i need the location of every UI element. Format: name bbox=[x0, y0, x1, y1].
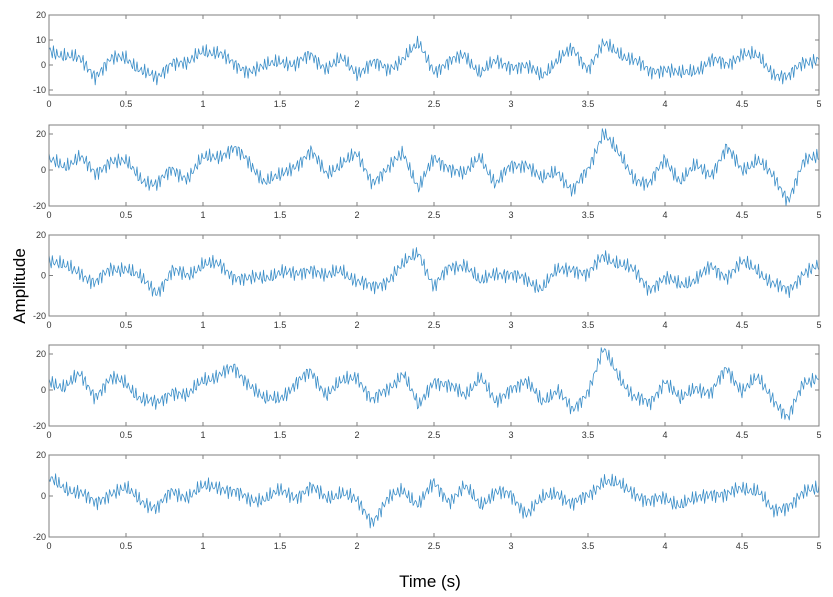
x-tick-label: 2 bbox=[354, 210, 359, 220]
x-tick-label: 0.5 bbox=[120, 430, 133, 440]
x-tick-label: 4.5 bbox=[736, 320, 749, 330]
x-tick-label: 1 bbox=[200, 430, 205, 440]
x-tick-label: 3 bbox=[508, 99, 513, 109]
y-tick-label: 20 bbox=[36, 450, 46, 460]
x-tick-label: 4 bbox=[662, 320, 667, 330]
signal-trace-5 bbox=[48, 473, 820, 529]
y-tick-label: 0 bbox=[41, 385, 46, 395]
x-tick-label: 4.5 bbox=[736, 541, 749, 551]
y-tick-label: 20 bbox=[36, 129, 46, 139]
x-tick-label: 1.5 bbox=[274, 541, 287, 551]
x-tick-label: 3.5 bbox=[582, 320, 595, 330]
x-tick-label: 4.5 bbox=[736, 430, 749, 440]
x-tick-label: 2.5 bbox=[428, 320, 441, 330]
x-tick-label: 1 bbox=[200, 99, 205, 109]
y-tick-label: 20 bbox=[36, 10, 46, 20]
y-tick-label: -20 bbox=[33, 311, 46, 321]
x-tick-label: 3.5 bbox=[582, 99, 595, 109]
x-tick-label: 1.5 bbox=[274, 320, 287, 330]
x-tick-label: 5 bbox=[816, 430, 821, 440]
x-tick-label: 4.5 bbox=[736, 210, 749, 220]
y-tick-label: -20 bbox=[33, 421, 46, 431]
x-tick-label: 5 bbox=[816, 210, 821, 220]
x-tick-label: 0.5 bbox=[120, 320, 133, 330]
x-tick-label: 5 bbox=[816, 320, 821, 330]
y-tick-label: -20 bbox=[33, 201, 46, 211]
x-tick-label: 4 bbox=[662, 210, 667, 220]
x-tick-label: 1 bbox=[200, 320, 205, 330]
y-tick-label: 0 bbox=[41, 271, 46, 281]
y-tick-label: 20 bbox=[36, 230, 46, 240]
signal-trace-1 bbox=[48, 35, 820, 86]
signal-trace-4 bbox=[48, 347, 820, 421]
x-tick-label: 1 bbox=[200, 541, 205, 551]
x-tick-label: 2 bbox=[354, 430, 359, 440]
x-tick-label: 5 bbox=[816, 99, 821, 109]
x-tick-label: 2.5 bbox=[428, 99, 441, 109]
x-tick-label: 3 bbox=[508, 541, 513, 551]
y-tick-label: 0 bbox=[41, 491, 46, 501]
x-tick-label: 1 bbox=[200, 210, 205, 220]
x-tick-label: 3.5 bbox=[582, 210, 595, 220]
signal-trace-2 bbox=[48, 128, 820, 207]
x-tick-label: 1.5 bbox=[274, 430, 287, 440]
x-tick-label: 4 bbox=[662, 99, 667, 109]
x-tick-label: 3 bbox=[508, 430, 513, 440]
x-tick-label: 5 bbox=[816, 541, 821, 551]
x-tick-label: 2 bbox=[354, 541, 359, 551]
x-tick-label: 0.5 bbox=[120, 541, 133, 551]
y-tick-label: -10 bbox=[33, 85, 46, 95]
x-axis-label: Time (s) bbox=[399, 572, 461, 591]
y-tick-label: 0 bbox=[41, 60, 46, 70]
x-tick-label: 0 bbox=[46, 541, 51, 551]
x-tick-label: 2.5 bbox=[428, 430, 441, 440]
x-tick-label: 3 bbox=[508, 210, 513, 220]
x-tick-label: 4 bbox=[662, 541, 667, 551]
x-tick-label: 0 bbox=[46, 99, 51, 109]
x-tick-label: 0 bbox=[46, 430, 51, 440]
x-tick-label: 3.5 bbox=[582, 430, 595, 440]
x-tick-label: 2 bbox=[354, 320, 359, 330]
x-tick-label: 0.5 bbox=[120, 99, 133, 109]
y-axis-label: Amplitude bbox=[10, 248, 29, 324]
x-tick-label: 4 bbox=[662, 430, 667, 440]
x-tick-label: 2.5 bbox=[428, 541, 441, 551]
x-tick-label: 2.5 bbox=[428, 210, 441, 220]
y-tick-label: 20 bbox=[36, 349, 46, 359]
x-tick-label: 3 bbox=[508, 320, 513, 330]
x-tick-label: 0.5 bbox=[120, 210, 133, 220]
x-tick-label: 1.5 bbox=[274, 210, 287, 220]
signal-trace-3 bbox=[48, 247, 820, 298]
x-tick-label: 0 bbox=[46, 210, 51, 220]
y-tick-label: -20 bbox=[33, 532, 46, 542]
x-tick-label: 3.5 bbox=[582, 541, 595, 551]
x-tick-label: 4.5 bbox=[736, 99, 749, 109]
y-tick-label: 0 bbox=[41, 165, 46, 175]
y-tick-label: 10 bbox=[36, 35, 46, 45]
x-tick-label: 2 bbox=[354, 99, 359, 109]
x-tick-label: 1.5 bbox=[274, 99, 287, 109]
x-tick-label: 0 bbox=[46, 320, 51, 330]
